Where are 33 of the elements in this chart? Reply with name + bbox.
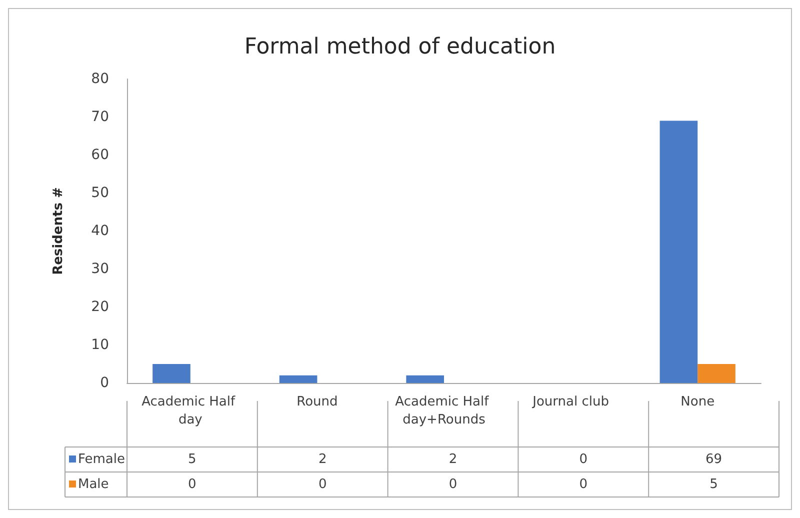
data-label: 5 <box>710 477 718 492</box>
data-label: 0 <box>448 477 458 492</box>
bar <box>660 120 698 383</box>
data-label: 0 <box>579 452 588 467</box>
y-tick-label: 50 <box>91 185 109 201</box>
bar <box>152 364 190 383</box>
legend-label: Male <box>78 477 109 492</box>
x-tick-label: Round <box>296 394 338 410</box>
data-label: 2 <box>448 452 458 467</box>
legend-label: Female <box>78 452 126 467</box>
y-axis-title: Residents # <box>51 187 66 275</box>
x-tick-label: Academic Half day+Rounds <box>395 394 493 428</box>
x-tick-label: None <box>680 394 715 410</box>
y-tick-label: 40 <box>91 223 109 239</box>
bar <box>698 364 736 383</box>
y-tick-label: 60 <box>91 147 109 163</box>
y-tick-label: 10 <box>91 337 109 353</box>
data-label: 0 <box>318 477 327 492</box>
bar <box>279 375 318 383</box>
y-tick-label: 70 <box>91 109 109 125</box>
data-label: 2 <box>318 452 327 467</box>
y-tick-label: 20 <box>91 299 109 315</box>
x-tick-label: Journal club <box>532 394 609 410</box>
x-tick-label: Academic Half day <box>142 394 240 428</box>
y-tick-label: 80 <box>91 71 109 87</box>
bar <box>406 375 444 383</box>
data-label: 0 <box>188 477 196 492</box>
y-tick-label: 0 <box>100 375 109 391</box>
y-tick-label: 30 <box>91 261 109 277</box>
data-label: 69 <box>706 452 722 467</box>
data-label: 0 <box>579 477 588 492</box>
data-label: 5 <box>188 452 196 467</box>
chart-title: Formal method of education <box>244 34 556 60</box>
